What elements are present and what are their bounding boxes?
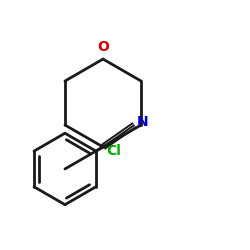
Text: Cl: Cl — [106, 144, 121, 158]
Text: O: O — [97, 40, 109, 54]
Text: N: N — [137, 115, 148, 129]
